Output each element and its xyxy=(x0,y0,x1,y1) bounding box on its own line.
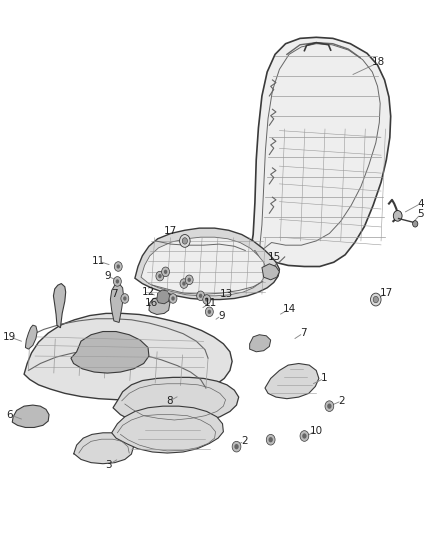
Text: 15: 15 xyxy=(268,252,281,262)
Polygon shape xyxy=(250,37,391,266)
Circle shape xyxy=(300,431,309,441)
Text: 19: 19 xyxy=(3,332,16,342)
Text: 12: 12 xyxy=(142,287,155,297)
Circle shape xyxy=(268,437,273,442)
Circle shape xyxy=(371,293,381,306)
Circle shape xyxy=(180,279,188,288)
Circle shape xyxy=(121,294,129,303)
Polygon shape xyxy=(24,313,232,400)
Text: 9: 9 xyxy=(104,271,111,281)
Circle shape xyxy=(162,267,170,277)
Circle shape xyxy=(302,433,307,439)
Text: 7: 7 xyxy=(111,289,118,299)
Text: 17: 17 xyxy=(163,226,177,236)
Text: 3: 3 xyxy=(105,460,112,470)
Circle shape xyxy=(197,291,205,301)
Polygon shape xyxy=(141,237,266,296)
Circle shape xyxy=(205,297,208,302)
Circle shape xyxy=(185,275,193,285)
Text: 17: 17 xyxy=(380,288,393,298)
Text: 11: 11 xyxy=(92,256,105,266)
Circle shape xyxy=(187,278,191,282)
Circle shape xyxy=(393,211,402,221)
Polygon shape xyxy=(53,284,66,328)
Text: 4: 4 xyxy=(417,199,424,208)
Circle shape xyxy=(232,441,241,452)
Text: 18: 18 xyxy=(372,58,385,67)
Text: 7: 7 xyxy=(300,328,307,338)
Circle shape xyxy=(171,296,175,301)
Text: 2: 2 xyxy=(241,437,248,446)
Circle shape xyxy=(180,235,190,247)
Circle shape xyxy=(266,434,275,445)
Text: 2: 2 xyxy=(338,396,345,406)
Polygon shape xyxy=(71,332,149,373)
Polygon shape xyxy=(157,290,170,304)
Circle shape xyxy=(164,270,167,274)
Circle shape xyxy=(205,307,213,317)
Circle shape xyxy=(325,401,334,411)
Polygon shape xyxy=(110,284,124,322)
Circle shape xyxy=(203,295,211,304)
Polygon shape xyxy=(74,433,134,464)
Polygon shape xyxy=(250,335,271,352)
Text: 11: 11 xyxy=(204,298,217,308)
Text: 9: 9 xyxy=(218,311,225,320)
Polygon shape xyxy=(135,228,279,300)
Circle shape xyxy=(116,279,119,284)
Circle shape xyxy=(327,403,332,409)
Text: 1: 1 xyxy=(321,374,328,383)
Text: 6: 6 xyxy=(6,410,13,419)
Polygon shape xyxy=(149,297,170,314)
Circle shape xyxy=(182,281,186,286)
Polygon shape xyxy=(25,325,37,349)
Circle shape xyxy=(158,274,162,278)
Circle shape xyxy=(413,221,418,227)
Circle shape xyxy=(182,238,187,244)
Circle shape xyxy=(234,444,239,449)
Circle shape xyxy=(199,294,202,298)
Text: 10: 10 xyxy=(310,426,323,435)
Circle shape xyxy=(123,296,127,301)
Text: 8: 8 xyxy=(166,396,173,406)
Circle shape xyxy=(373,296,378,303)
Circle shape xyxy=(156,271,164,281)
Text: 13: 13 xyxy=(220,289,233,299)
Text: 14: 14 xyxy=(283,304,296,314)
Text: 16: 16 xyxy=(145,298,158,308)
Circle shape xyxy=(113,277,121,286)
Circle shape xyxy=(117,264,120,269)
Text: 5: 5 xyxy=(417,209,424,219)
Polygon shape xyxy=(113,377,239,425)
Circle shape xyxy=(208,310,211,314)
Circle shape xyxy=(169,294,177,303)
Circle shape xyxy=(114,262,122,271)
Polygon shape xyxy=(262,264,279,280)
Polygon shape xyxy=(112,406,223,453)
Polygon shape xyxy=(12,405,49,427)
Polygon shape xyxy=(265,364,319,399)
